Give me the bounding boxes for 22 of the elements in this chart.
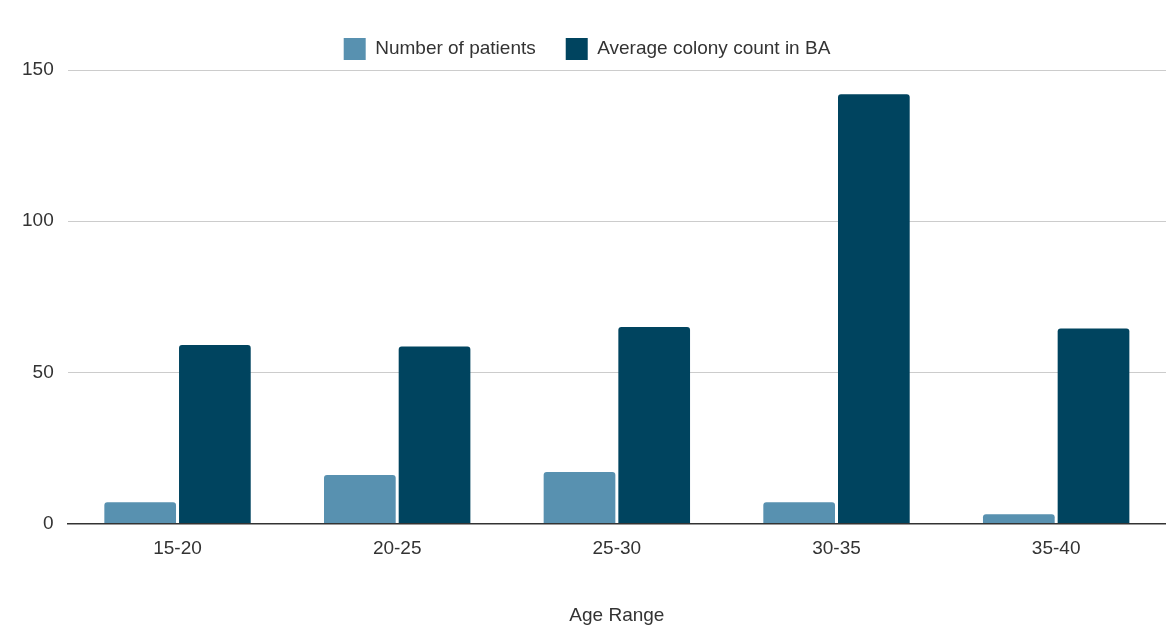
x-tick-label: 15-20 [153, 537, 202, 559]
bar [982, 514, 1055, 523]
legend-label: Number of patients [375, 37, 536, 59]
x-tick-label: 20-25 [372, 537, 422, 559]
x-tick-label: 30-35 [812, 537, 861, 559]
y-tick-label: 150 [22, 58, 54, 80]
y-tick-label: 0 [43, 511, 54, 533]
x-axis-title: Age Range [569, 603, 665, 625]
bar [763, 502, 836, 523]
bar [179, 345, 251, 523]
bar [838, 94, 910, 523]
bar [1057, 328, 1130, 523]
bar [104, 502, 177, 523]
bar [618, 326, 691, 523]
x-tick-label: 35-40 [1031, 537, 1081, 559]
bar [324, 475, 396, 523]
legend-label: Average colony count in BA [597, 37, 831, 59]
x-tick-label: 25-30 [592, 537, 642, 559]
bar [543, 472, 616, 523]
bar [398, 346, 471, 523]
y-tick-label: 50 [32, 360, 54, 382]
y-tick-label: 100 [22, 209, 54, 231]
